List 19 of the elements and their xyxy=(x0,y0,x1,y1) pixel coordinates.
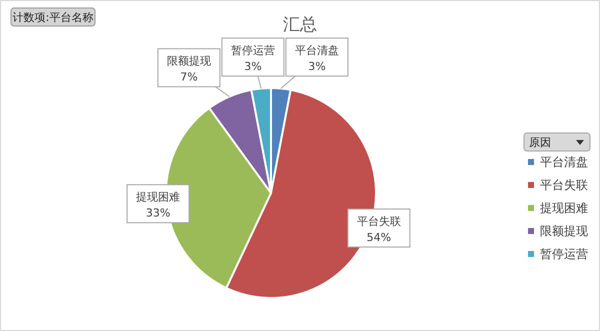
chart-title: 汇总 xyxy=(283,15,317,35)
legend-title: 原因 xyxy=(529,136,551,149)
data-label: 54% xyxy=(366,231,392,244)
slice-label: 提现困难 xyxy=(136,190,180,204)
data-label: 33% xyxy=(146,206,170,220)
slice-label: 平台失联 xyxy=(356,215,401,228)
legend-label: 平台清盘 xyxy=(540,155,588,169)
legend-label: 平台失联 xyxy=(540,178,588,192)
slice-label: 平台清盘 xyxy=(294,44,339,58)
data-label: 3% xyxy=(308,60,326,74)
legend-title: 原因 xyxy=(524,132,590,152)
legend-label: 提现困难 xyxy=(540,201,588,215)
legend-label: 限额提现 xyxy=(540,224,588,238)
slice-label: 限额提现 xyxy=(166,54,211,68)
data-label: 3% xyxy=(244,60,262,74)
slice-label: 暂停运营 xyxy=(230,44,275,58)
annotation: 计数项:平台名称 xyxy=(10,8,96,26)
data-label: 7% xyxy=(180,70,198,84)
legend-label: 暂停运营 xyxy=(540,247,588,261)
